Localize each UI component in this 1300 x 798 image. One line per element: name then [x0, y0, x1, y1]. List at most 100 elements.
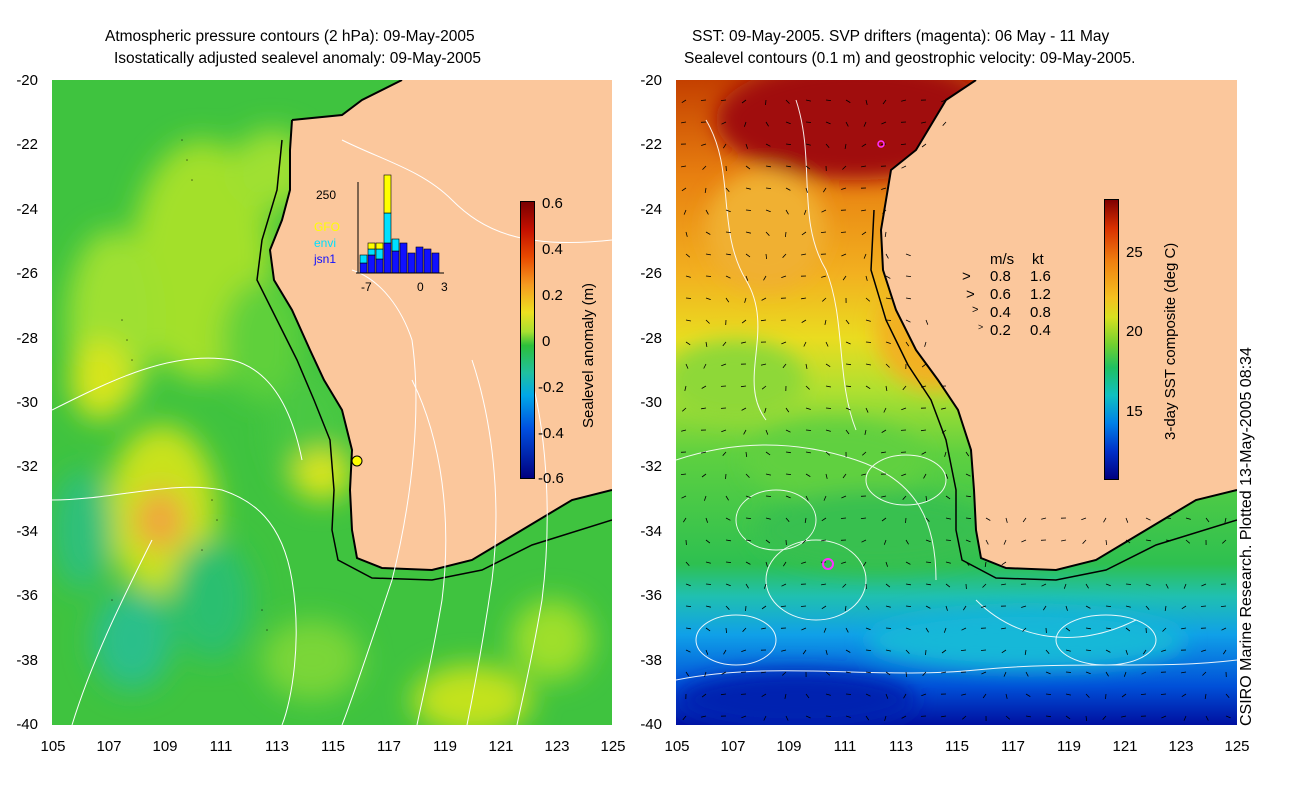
velocity-arrow-224 — [805, 473, 811, 477]
velocity-arrow-71 — [821, 209, 827, 213]
velocity-arrow-39 — [900, 143, 907, 145]
velocity-arrow-13 — [941, 99, 947, 103]
velocity-arrow-189 — [681, 429, 687, 432]
velocity-arrow-435 — [721, 671, 727, 675]
velocity-arrow-32 — [765, 143, 771, 147]
velocity-arrow-217 — [965, 451, 970, 457]
velocity-arrow-195 — [805, 429, 812, 431]
velocity-arrow-458 — [1181, 671, 1187, 674]
velocity-arrow-235 — [725, 495, 729, 501]
velocity-arrow-288 — [925, 539, 931, 543]
velocity-arrow-188 — [941, 407, 947, 410]
inset-ymax-label: 250 — [316, 188, 337, 202]
velocity-arrow-317 — [945, 561, 951, 564]
inset-legend-jsn1: jsn1 — [314, 252, 337, 266]
velocity-arrow-123 — [705, 319, 710, 324]
velocity-arrow-212 — [862, 451, 867, 456]
velocity-arrow-209 — [805, 451, 811, 454]
velocity-arrow-378 — [705, 627, 711, 632]
velocity-arrow-270 — [1125, 517, 1129, 523]
velocity-arrow-277 — [705, 539, 711, 544]
inset-bar-4-0 — [391, 250, 400, 274]
velocity-arrow-385 — [845, 627, 849, 633]
velocity-arrow-309 — [782, 561, 787, 567]
velocity-arrow-250 — [725, 517, 731, 521]
velocity-arrow-422 — [1024, 649, 1027, 655]
velocity-arrow-361 — [925, 605, 931, 609]
velocity-arrow-396 — [1065, 627, 1071, 632]
velocity-arrow-233 — [681, 495, 687, 499]
velocity-arrow-261 — [945, 517, 951, 520]
velocity-arrow-408 — [741, 649, 747, 652]
velocity-arrow-300 — [1165, 539, 1171, 542]
velocity-arrow-326 — [781, 583, 787, 587]
velocity-arrow-243 — [881, 495, 887, 498]
velocity-arrow-337 — [1001, 583, 1007, 586]
velocity-arrow-272 — [1165, 517, 1172, 519]
velocity-arrow-129 — [824, 319, 827, 325]
velocity-arrow-423 — [1045, 649, 1050, 655]
velocity-arrow-183 — [845, 407, 851, 411]
inset-bar-8-0 — [423, 248, 432, 274]
velocity-arrow-87 — [705, 253, 711, 256]
velocity-arrow-41 — [681, 165, 687, 168]
velocity-arrow-128 — [801, 319, 807, 323]
vel-legend-arrow-2: > — [972, 304, 979, 316]
velocity-arrow-314 — [885, 561, 888, 567]
velocity-arrow-299 — [1145, 539, 1151, 542]
velocity-arrow-333 — [925, 583, 931, 586]
velocity-arrow-264 — [1005, 517, 1008, 523]
velocity-arrow-263 — [985, 517, 991, 521]
velocity-arrow-46 — [785, 165, 791, 168]
left-cb-tick-5: -0.4 — [538, 425, 564, 442]
velocity-arrow-415 — [885, 649, 891, 652]
velocity-arrow-366 — [1021, 605, 1027, 608]
velocity-arrow-176 — [701, 407, 707, 410]
velocity-arrow-239 — [805, 495, 809, 501]
velocity-arrow-459 — [1202, 671, 1207, 676]
velocity-arrow-96 — [885, 253, 889, 259]
velocity-arrow-384 — [823, 627, 827, 633]
left-ytick-9: -38 — [16, 651, 38, 669]
velocity-arrow-500 — [901, 715, 907, 719]
velocity-arrow-298 — [1125, 539, 1131, 544]
velocity-arrow-437 — [761, 671, 767, 674]
left-ytick-2: -24 — [16, 200, 38, 218]
velocity-arrow-135 — [685, 341, 691, 346]
velocity-arrow-18 — [765, 121, 769, 127]
velocity-arrow-255 — [821, 517, 827, 522]
velocity-arrow-81 — [801, 231, 807, 236]
velocity-arrow-210 — [825, 451, 831, 456]
inset-bar-2-0 — [375, 258, 384, 274]
velocity-arrow-490 — [701, 715, 707, 718]
velocity-arrow-141 — [803, 341, 807, 347]
velocity-arrow-231 — [945, 473, 949, 479]
velocity-arrow-319 — [984, 561, 987, 567]
velocity-arrow-451 — [1045, 671, 1051, 675]
velocity-arrow-389 — [925, 627, 929, 633]
velocity-arrow-380 — [742, 627, 747, 632]
velocity-arrow-70 — [803, 209, 807, 215]
velocity-arrow-489 — [682, 715, 687, 721]
velocity-arrow-45 — [765, 165, 771, 168]
velocity-arrow-80 — [785, 231, 787, 238]
velocity-arrow-381 — [761, 627, 767, 630]
velocity-arrow-336 — [982, 583, 987, 588]
velocity-arrow-444 — [905, 671, 908, 678]
velocity-arrow-475 — [961, 693, 967, 696]
velocity-arrow-347 — [1201, 583, 1207, 587]
velocity-arrow-421 — [1001, 649, 1007, 654]
inset-bar-4-1 — [391, 238, 400, 252]
velocity-arrow-35 — [825, 143, 830, 149]
velocity-arrow-65 — [705, 209, 709, 215]
velocity-arrow-147 — [924, 341, 927, 347]
velocity-arrow-112 — [725, 297, 730, 303]
velocity-arrow-232 — [965, 473, 971, 477]
velocity-arrow-131 — [865, 319, 871, 322]
velocity-arrow-142 — [825, 341, 829, 347]
velocity-arrow-140 — [781, 341, 787, 345]
right-ytick-8: -36 — [640, 587, 662, 605]
velocity-arrow-499 — [884, 715, 887, 721]
velocity-arrow-373 — [1164, 605, 1167, 611]
velocity-arrow-160 — [921, 363, 927, 368]
